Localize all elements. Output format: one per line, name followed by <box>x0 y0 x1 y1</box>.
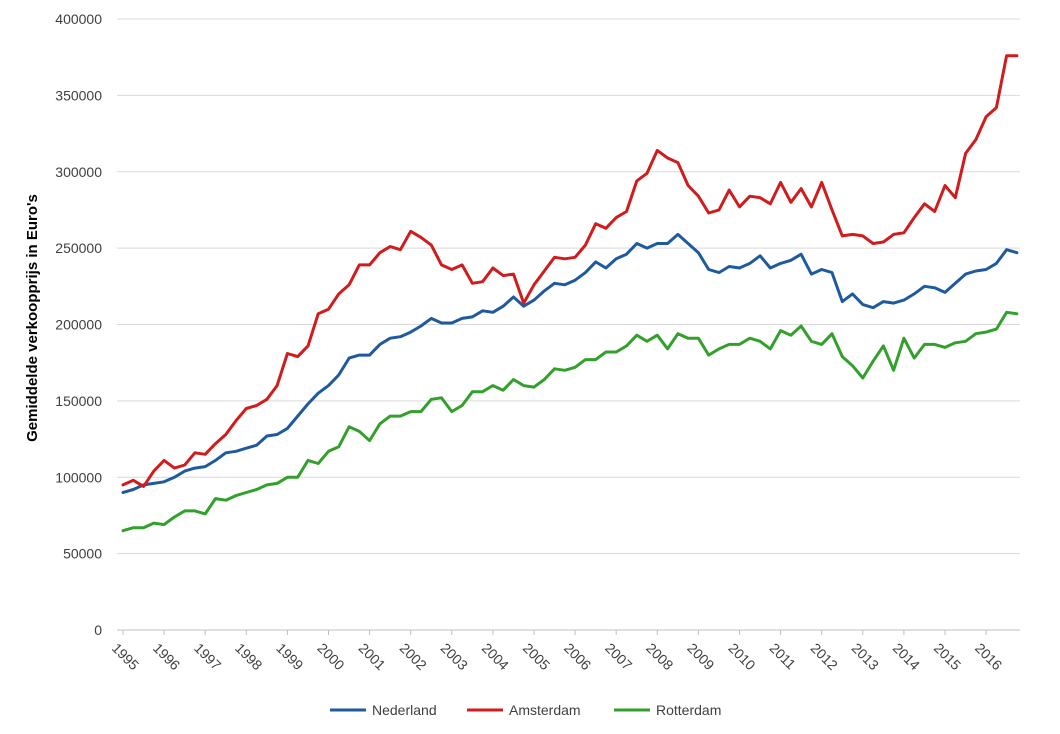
x-tick-label: 2000 <box>314 640 347 673</box>
x-tick-label: 2007 <box>602 640 635 673</box>
x-tick-label: 2016 <box>972 640 1005 673</box>
y-axis-ticks: 0 50000 100000 150000 200000 250000 300000 3500… <box>55 11 102 638</box>
x-tick-label: 2001 <box>355 640 388 673</box>
y-axis-label: Gemiddelde verkoopprijs in Euro's <box>24 194 41 442</box>
legend-label: Amsterdam <box>509 702 581 718</box>
legend-item-rotterdam: Rotterdam <box>614 702 721 718</box>
y-tick-label: 300000 <box>55 164 102 180</box>
x-tick-label: 1996 <box>150 640 183 673</box>
legend-label: Rotterdam <box>656 702 721 718</box>
x-tick-label: 1995 <box>109 640 142 673</box>
y-tick-label: 0 <box>94 622 102 638</box>
x-tick-label: 2005 <box>520 640 553 673</box>
x-axis-ticks: 1995 1996 1997 1998 1999 2000 2001 2002 2003 2004… <box>109 630 1005 673</box>
legend: Nederland Amsterdam Rotterdam <box>330 702 721 718</box>
x-tick-label: 2012 <box>808 640 841 673</box>
x-tick-label: 2013 <box>849 640 882 673</box>
x-tick-label: 1997 <box>191 640 224 673</box>
legend-item-nederland: Nederland <box>330 702 437 718</box>
x-tick-label: 2008 <box>643 640 676 673</box>
series-line-amsterdam <box>121 54 1019 488</box>
legend-label: Nederland <box>372 702 437 718</box>
y-tick-label: 50000 <box>63 546 102 562</box>
y-tick-label: 350000 <box>55 87 102 103</box>
x-tick-label: 2004 <box>479 640 512 673</box>
y-tick-label: 100000 <box>55 469 102 485</box>
y-tick-label: 150000 <box>55 393 102 409</box>
x-tick-label: 2011 <box>766 640 799 673</box>
legend-item-amsterdam: Amsterdam <box>467 702 581 718</box>
series-lines <box>121 54 1019 533</box>
x-tick-label: 2015 <box>931 640 964 673</box>
x-tick-label: 2009 <box>684 640 717 673</box>
x-tick-label: 2010 <box>725 640 758 673</box>
x-tick-label: 2006 <box>561 640 594 673</box>
series-line-nederland <box>121 232 1019 494</box>
gridlines <box>117 18 1020 555</box>
x-tick-label: 2002 <box>397 640 430 673</box>
x-tick-label: 1998 <box>232 640 265 673</box>
x-tick-label: 1999 <box>273 640 306 673</box>
x-tick-label: 2003 <box>438 640 471 673</box>
y-tick-label: 400000 <box>55 11 102 27</box>
y-tick-label: 250000 <box>55 240 102 256</box>
x-tick-label: 2014 <box>890 640 923 673</box>
series-line-rotterdam <box>121 310 1019 533</box>
y-tick-label: 200000 <box>55 317 102 333</box>
